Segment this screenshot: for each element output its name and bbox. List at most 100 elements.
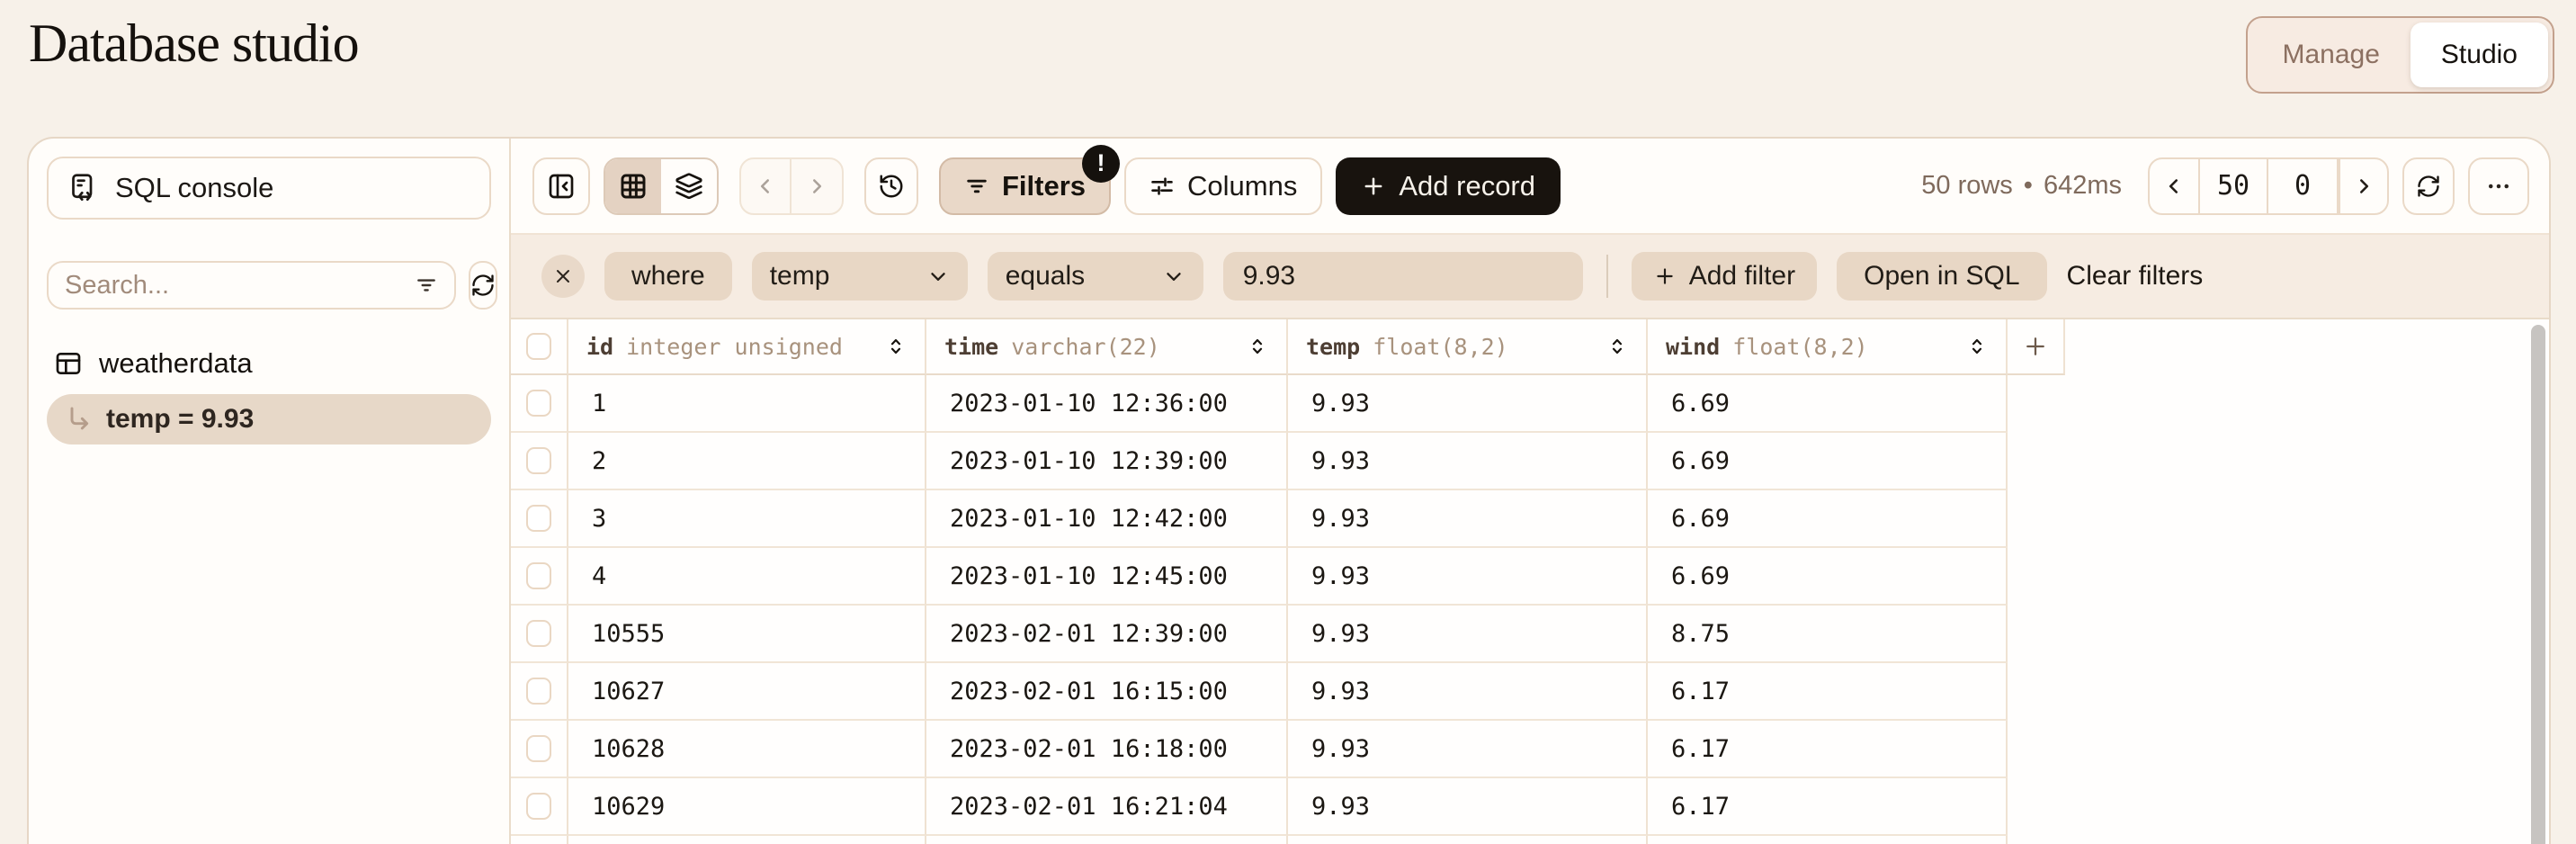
cell-time[interactable]: 2023-01-10 12:42:00: [926, 490, 1288, 548]
cell-time[interactable]: 2023-02-01 16:15:00: [926, 663, 1288, 721]
cell-time[interactable]: [926, 836, 1288, 844]
refresh-icon: [2418, 175, 2439, 197]
filter-column-select[interactable]: temp: [751, 252, 968, 301]
cell-time[interactable]: 2023-02-01 16:21:04: [926, 778, 1288, 836]
filter-bar: where temp equals Add filter Open in SQL…: [511, 233, 2549, 319]
cell-wind[interactable]: [1648, 836, 2008, 844]
cell-wind[interactable]: 6.69: [1648, 490, 2008, 548]
cell-temp[interactable]: 9.93: [1288, 548, 1648, 606]
cell-id[interactable]: 1: [568, 375, 926, 433]
row-checkbox[interactable]: [526, 562, 551, 589]
row-checkbox[interactable]: [526, 505, 551, 532]
query-duration: 642ms: [2043, 171, 2122, 200]
columns-button[interactable]: Columns: [1124, 157, 1323, 215]
more-options-button[interactable]: [2468, 157, 2529, 215]
close-icon: [557, 270, 569, 283]
cell-wind[interactable]: 6.69: [1648, 375, 2008, 433]
row-checkbox[interactable]: [526, 735, 551, 762]
add-record-button[interactable]: Add record: [1336, 157, 1561, 215]
collapse-sidebar-button[interactable]: [532, 157, 590, 215]
table-body: 1 2023-01-10 12:36:00 9.93 6.69 2 2023-01-10 …: [511, 375, 2549, 844]
cell-temp[interactable]: 9.93: [1288, 490, 1648, 548]
cell-wind[interactable]: 6.17: [1648, 721, 2008, 778]
grid-view-icon: [621, 174, 646, 198]
row-checkbox[interactable]: [526, 447, 551, 474]
column-header-wind[interactable]: wind float(8,2): [1648, 319, 2008, 375]
row-checkbox[interactable]: [526, 390, 551, 417]
cell-time[interactable]: 2023-01-10 12:45:00: [926, 548, 1288, 606]
sidebar-active-filter-chip[interactable]: temp = 9.93: [47, 394, 491, 444]
cell-id[interactable]: 10627: [568, 663, 926, 721]
mode-switch: Manage Studio: [2245, 16, 2554, 94]
cell-temp[interactable]: 9.93: [1288, 663, 1648, 721]
chevron-left-icon: [2169, 178, 2178, 193]
cell-time[interactable]: 2023-02-01 12:39:00: [926, 606, 1288, 663]
table-item-label: weatherdata: [99, 347, 253, 379]
cell-temp[interactable]: 9.93: [1288, 433, 1648, 490]
add-column-button[interactable]: [2008, 319, 2065, 375]
plus-icon: [1657, 268, 1673, 284]
cell-temp[interactable]: 9.93: [1288, 778, 1648, 836]
table-header-row: id integer unsigned time varchar(22) temp flo…: [511, 319, 2549, 375]
cell-id[interactable]: 3: [568, 490, 926, 548]
remove-filter-button[interactable]: [541, 255, 585, 298]
next-page-button[interactable]: [2339, 158, 2387, 213]
cell-wind[interactable]: 6.17: [1648, 663, 2008, 721]
row-checkbox[interactable]: [526, 678, 551, 705]
column-header-temp[interactable]: temp float(8,2): [1288, 319, 1648, 375]
cell-time[interactable]: 2023-02-01 16:18:00: [926, 721, 1288, 778]
chevron-down-icon: [931, 273, 945, 281]
page-size-input[interactable]: [2198, 158, 2268, 213]
sort-icon: [890, 338, 901, 355]
sidebar-item-weatherdata[interactable]: weatherdata: [47, 342, 491, 385]
column-header-id[interactable]: id integer unsigned: [568, 319, 926, 375]
cell-id[interactable]: 4: [568, 548, 926, 606]
sql-console-button[interactable]: SQL console: [47, 157, 491, 220]
cell-temp[interactable]: 9.93: [1288, 606, 1648, 663]
cell-id[interactable]: [568, 836, 926, 844]
cell-wind[interactable]: 6.69: [1648, 548, 2008, 606]
pagination: [2148, 157, 2389, 215]
history-icon: [880, 175, 903, 197]
forward-button[interactable]: [792, 159, 842, 213]
cell-temp[interactable]: 9.93: [1288, 721, 1648, 778]
cell-time[interactable]: 2023-01-10 12:39:00: [926, 433, 1288, 490]
filters-button[interactable]: Filters !: [939, 144, 1121, 215]
mode-studio-button[interactable]: Studio: [2410, 22, 2548, 87]
back-button[interactable]: [741, 158, 792, 213]
mode-manage-button[interactable]: Manage: [2282, 40, 2380, 69]
vertical-scrollbar[interactable]: [2531, 325, 2545, 844]
cell-wind[interactable]: 8.75: [1648, 606, 2008, 663]
search-input[interactable]: [65, 270, 404, 301]
cell-wind[interactable]: 6.17: [1648, 778, 2008, 836]
cell-time[interactable]: 2023-01-10 12:36:00: [926, 375, 1288, 433]
table-row: 10629 2023-02-01 16:21:04 9.93 6.17: [511, 778, 2549, 836]
grid-view-button[interactable]: [605, 158, 661, 213]
clear-filters-button[interactable]: Clear filters: [2066, 261, 2204, 291]
cell-id[interactable]: 10629: [568, 778, 926, 836]
refresh-tables-button[interactable]: [469, 261, 497, 310]
cell-id[interactable]: 10555: [568, 606, 926, 663]
cell-wind[interactable]: 6.69: [1648, 433, 2008, 490]
add-filter-button[interactable]: Add filter: [1631, 252, 1818, 301]
filter-column-value: temp: [769, 261, 830, 291]
page-offset-input[interactable]: [2268, 158, 2339, 213]
layers-view-button[interactable]: [661, 159, 717, 213]
table-row: 1 2023-01-10 12:36:00 9.93 6.69: [511, 375, 2549, 433]
column-header-time[interactable]: time varchar(22): [926, 319, 1288, 375]
filter-operator-select[interactable]: equals: [987, 252, 1203, 301]
open-in-sql-button[interactable]: Open in SQL: [1837, 252, 2047, 301]
row-checkbox[interactable]: [526, 620, 551, 647]
filter-value-input[interactable]: [1222, 252, 1583, 301]
row-checkbox[interactable]: [526, 793, 551, 820]
sidebar: SQL console: [29, 139, 541, 844]
cell-temp[interactable]: 9.93: [1288, 375, 1648, 433]
cell-temp[interactable]: [1288, 836, 1648, 844]
select-all-checkbox[interactable]: [526, 333, 551, 360]
prev-page-button[interactable]: [2150, 159, 2198, 213]
query-history-button[interactable]: [864, 157, 918, 215]
cell-id[interactable]: 10628: [568, 721, 926, 778]
refresh-data-button[interactable]: [2402, 157, 2455, 215]
cell-id[interactable]: 2: [568, 433, 926, 490]
filter-lines-icon[interactable]: [415, 274, 438, 297]
